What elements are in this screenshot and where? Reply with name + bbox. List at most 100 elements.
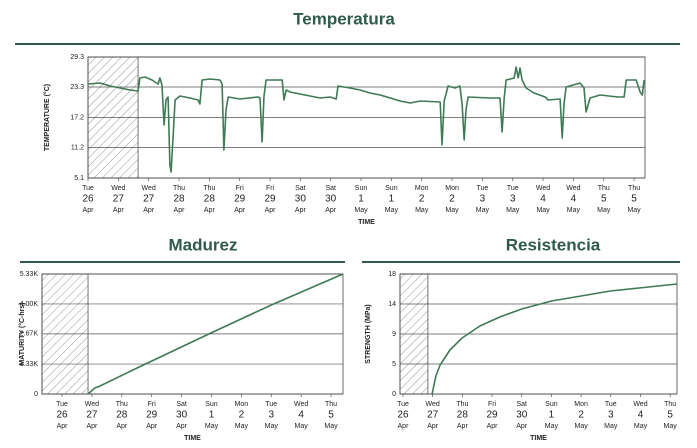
- x-tick-day: 3: [608, 410, 614, 421]
- x-tick-day: 2: [239, 410, 245, 421]
- x-tick-month: May: [205, 423, 219, 430]
- plot-frame: [399, 273, 678, 395]
- y-tick-label: 1.33K: [20, 361, 39, 368]
- x-tick-weekday: Sun: [385, 185, 398, 192]
- x-axis-title: TIME: [530, 435, 547, 442]
- x-tick-weekday: Fri: [236, 185, 245, 192]
- x-tick-month: Apr: [83, 207, 95, 214]
- x-tick-month: Apr: [146, 423, 158, 430]
- x-axis-title: TIME: [358, 219, 375, 226]
- x-tick-month: May: [664, 423, 678, 430]
- y-axis-title: TEMPERATURE (°C): [43, 84, 51, 151]
- x-tick-weekday: Sun: [355, 185, 368, 192]
- y-tick-label: 14: [388, 301, 396, 308]
- x-tick-weekday: Wed: [633, 401, 647, 408]
- x-tick-weekday: Thu: [173, 185, 185, 192]
- x-tick-month: May: [506, 207, 520, 214]
- y-axis-title: MATURITY (°C-hrs): [18, 302, 26, 365]
- x-tick-weekday: Sun: [545, 401, 558, 408]
- x-tick-day: 1: [358, 194, 364, 205]
- x-tick-month: May: [295, 423, 309, 430]
- x-tick-weekday: Thu: [116, 401, 128, 408]
- x-tick-day: 27: [143, 194, 155, 205]
- x-tick-month: May: [265, 423, 279, 430]
- data-line: [87, 66, 645, 173]
- x-tick-day: 4: [638, 410, 644, 421]
- x-axis-title: TIME: [184, 435, 201, 442]
- x-tick-day: 5: [601, 194, 607, 205]
- x-tick-day: 3: [480, 194, 486, 205]
- x-tick-month: May: [536, 207, 550, 214]
- x-tick-weekday: Mon: [415, 185, 429, 192]
- x-tick-weekday: Sun: [205, 401, 218, 408]
- x-tick-day: 1: [389, 194, 395, 205]
- y-tick-label: 18: [388, 271, 396, 278]
- x-tick-day: 26: [56, 410, 68, 421]
- x-tick-day: 4: [298, 410, 304, 421]
- plot-frame: [41, 273, 344, 395]
- x-tick-month: Apr: [86, 423, 98, 430]
- x-tick-month: May: [597, 207, 611, 214]
- x-tick-weekday: Tue: [507, 185, 519, 192]
- plot-frame: [87, 56, 646, 179]
- x-tick-day: 30: [516, 410, 528, 421]
- x-tick-weekday: Wed: [566, 185, 580, 192]
- x-tick-month: Apr: [176, 423, 188, 430]
- y-tick-label: 0: [34, 391, 38, 398]
- chart-title: Madurez: [169, 235, 238, 254]
- x-tick-day: 2: [578, 410, 584, 421]
- data-line: [87, 273, 344, 395]
- x-tick-weekday: Sat: [176, 401, 187, 408]
- x-tick-day: 2: [449, 194, 455, 205]
- x-tick-month: May: [567, 207, 581, 214]
- x-tick-month: May: [324, 423, 338, 430]
- x-tick-month: May: [627, 207, 641, 214]
- x-tick-month: Apr: [234, 207, 246, 214]
- x-tick-day: 5: [631, 194, 637, 205]
- x-tick-month: Apr: [487, 423, 499, 430]
- x-tick-day: 1: [209, 410, 215, 421]
- y-tick-label: 5: [392, 361, 396, 368]
- x-tick-day: 30: [176, 410, 188, 421]
- x-tick-day: 2: [419, 194, 425, 205]
- x-tick-weekday: Mon: [445, 185, 459, 192]
- x-tick-weekday: Thu: [598, 185, 610, 192]
- x-tick-day: 30: [295, 194, 307, 205]
- x-tick-month: Apr: [398, 423, 410, 430]
- x-tick-day: 30: [325, 194, 337, 205]
- x-tick-month: Apr: [174, 207, 186, 214]
- x-tick-weekday: Thu: [456, 401, 468, 408]
- x-tick-weekday: Wed: [294, 401, 308, 408]
- x-tick-month: May: [574, 423, 588, 430]
- x-tick-month: Apr: [204, 207, 216, 214]
- x-tick-month: Apr: [325, 207, 337, 214]
- x-tick-month: Apr: [265, 207, 277, 214]
- x-tick-day: 27: [427, 410, 439, 421]
- y-tick-label: 2.67K: [20, 331, 39, 338]
- x-tick-weekday: Tue: [56, 401, 68, 408]
- chart-title: Resistencia: [506, 235, 601, 254]
- x-tick-weekday: Sat: [325, 185, 336, 192]
- x-tick-weekday: Sat: [295, 185, 306, 192]
- x-tick-day: 28: [204, 194, 216, 205]
- x-tick-weekday: Thu: [628, 185, 640, 192]
- x-tick-month: Apr: [116, 423, 128, 430]
- x-tick-weekday: Wed: [426, 401, 440, 408]
- x-tick-weekday: Tue: [605, 401, 617, 408]
- x-tick-day: 3: [510, 194, 516, 205]
- x-tick-month: Apr: [143, 207, 155, 214]
- y-tick-label: 5.1: [74, 175, 84, 182]
- x-tick-month: May: [604, 423, 618, 430]
- x-tick-day: 5: [667, 410, 673, 421]
- x-tick-day: 28: [173, 194, 185, 205]
- x-tick-month: Apr: [113, 207, 125, 214]
- x-tick-weekday: Thu: [325, 401, 337, 408]
- x-tick-weekday: Wed: [536, 185, 550, 192]
- x-tick-day: 26: [82, 194, 94, 205]
- x-tick-weekday: Tue: [476, 185, 488, 192]
- x-tick-month: May: [545, 423, 559, 430]
- x-tick-month: May: [415, 207, 429, 214]
- y-axis-title: STRENGTH (MPa): [365, 304, 372, 364]
- x-tick-weekday: Wed: [111, 185, 125, 192]
- x-tick-weekday: Fri: [266, 185, 275, 192]
